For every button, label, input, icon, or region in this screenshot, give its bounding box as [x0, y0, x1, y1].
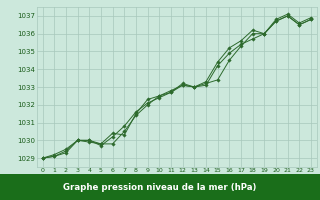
Text: Graphe pression niveau de la mer (hPa): Graphe pression niveau de la mer (hPa): [63, 182, 257, 192]
